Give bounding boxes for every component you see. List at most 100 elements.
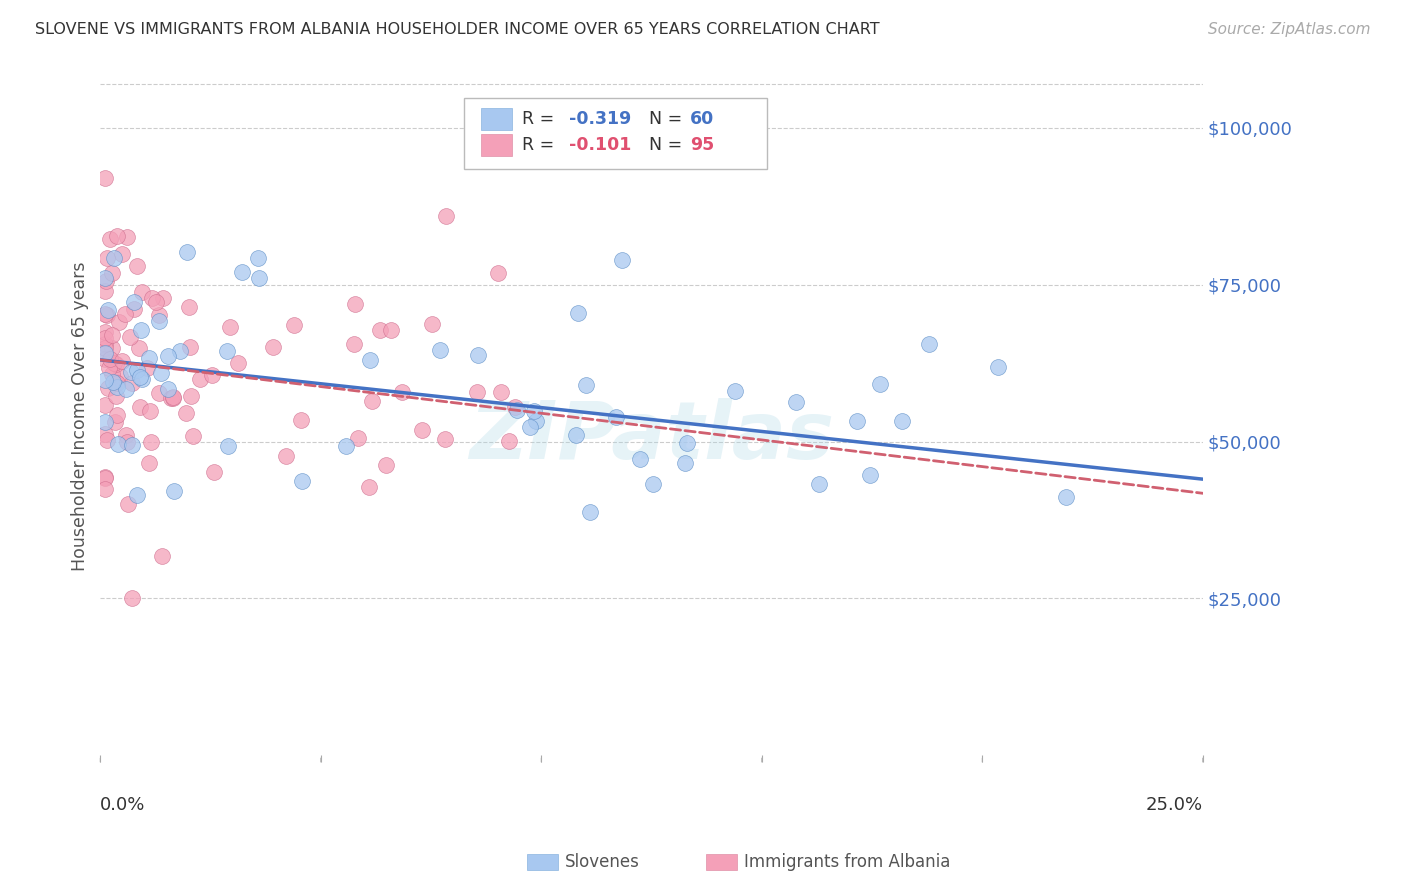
Point — [228, 356, 250, 370]
Point — [105, 228, 128, 243]
Point — [101, 367, 124, 381]
Point — [128, 400, 150, 414]
Point — [105, 380, 128, 394]
Point — [94, 307, 117, 321]
Point — [105, 357, 128, 371]
Text: Immigrants from Albania: Immigrants from Albania — [744, 853, 950, 871]
FancyBboxPatch shape — [464, 98, 768, 169]
Point — [519, 420, 541, 434]
Point — [987, 360, 1010, 375]
Point — [115, 230, 138, 244]
Point — [96, 251, 118, 265]
Point — [145, 294, 167, 309]
Point — [100, 266, 122, 280]
Bar — [481, 135, 512, 156]
Point — [290, 413, 312, 427]
Point — [179, 340, 201, 354]
Point — [283, 318, 305, 333]
Point — [125, 488, 148, 502]
Point — [357, 480, 380, 494]
Point — [148, 309, 170, 323]
Point — [127, 259, 149, 273]
Point — [785, 394, 807, 409]
Point — [98, 232, 121, 246]
Point — [148, 314, 170, 328]
Point — [344, 297, 367, 311]
Point — [148, 386, 170, 401]
Point — [807, 477, 830, 491]
Point — [104, 389, 127, 403]
Point — [108, 368, 131, 383]
Point — [368, 323, 391, 337]
Point — [162, 391, 184, 405]
Point — [131, 285, 153, 299]
Point — [274, 450, 297, 464]
Point — [523, 403, 546, 417]
Point — [97, 360, 120, 375]
Point — [136, 361, 159, 376]
Point — [1054, 490, 1077, 504]
Point — [94, 373, 117, 387]
Text: Source: ZipAtlas.com: Source: ZipAtlas.com — [1208, 22, 1371, 37]
Point — [107, 437, 129, 451]
Point — [434, 209, 457, 223]
Point — [380, 323, 402, 337]
Point — [262, 340, 284, 354]
Point — [117, 434, 139, 449]
Text: -0.319: -0.319 — [569, 110, 631, 128]
Text: N =: N = — [650, 136, 688, 154]
Y-axis label: Householder Income Over 65 years: Householder Income Over 65 years — [72, 261, 89, 571]
Point — [610, 253, 633, 268]
Point — [128, 341, 150, 355]
Point — [97, 302, 120, 317]
Point — [335, 439, 357, 453]
Point — [122, 301, 145, 316]
Point — [181, 428, 204, 442]
Point — [359, 353, 381, 368]
Point — [169, 344, 191, 359]
Point — [177, 300, 200, 314]
Point — [94, 427, 117, 442]
Point — [486, 266, 509, 280]
Point — [420, 317, 443, 331]
Point — [94, 415, 117, 429]
Point — [628, 452, 651, 467]
Point — [201, 368, 224, 382]
Text: 95: 95 — [690, 136, 714, 154]
Point — [347, 431, 370, 445]
Text: ZIPatlas: ZIPatlas — [470, 398, 834, 475]
Point — [94, 274, 117, 288]
Text: 0.0%: 0.0% — [100, 796, 146, 814]
Point — [97, 381, 120, 395]
Point — [98, 352, 121, 367]
Point — [103, 251, 125, 265]
Point — [869, 377, 891, 392]
Point — [498, 434, 520, 449]
Point — [114, 382, 136, 396]
Point — [156, 350, 179, 364]
Point — [121, 591, 143, 606]
Point — [94, 470, 117, 484]
Point — [163, 483, 186, 498]
Point — [489, 385, 512, 400]
Point — [291, 474, 314, 488]
Point — [94, 330, 117, 344]
Point — [128, 370, 150, 384]
Point — [217, 439, 239, 453]
Text: SLOVENE VS IMMIGRANTS FROM ALBANIA HOUSEHOLDER INCOME OVER 65 YEARS CORRELATION : SLOVENE VS IMMIGRANTS FROM ALBANIA HOUSE… — [35, 22, 880, 37]
Point — [121, 438, 143, 452]
Text: R =: R = — [522, 110, 560, 128]
Point — [105, 408, 128, 422]
Point — [96, 433, 118, 447]
Text: 25.0%: 25.0% — [1146, 796, 1204, 814]
Point — [152, 549, 174, 563]
Point — [231, 265, 253, 279]
Point — [105, 376, 128, 390]
Point — [565, 428, 588, 442]
Text: R =: R = — [522, 136, 560, 154]
Point — [506, 403, 529, 417]
Text: Slovenes: Slovenes — [565, 853, 640, 871]
Point — [141, 291, 163, 305]
Point — [94, 337, 117, 351]
Point — [343, 337, 366, 351]
